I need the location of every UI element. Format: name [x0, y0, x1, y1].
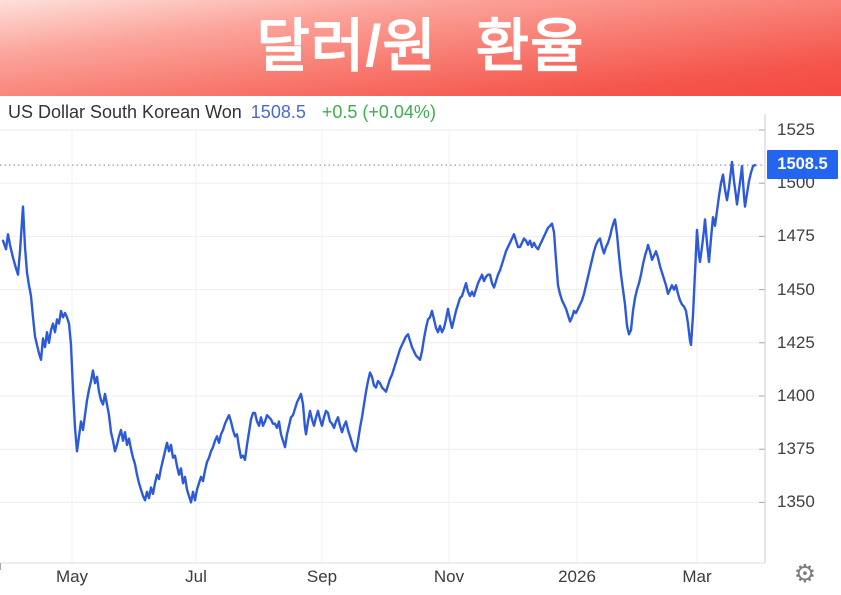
price-chart[interactable]: [0, 96, 841, 595]
y-axis-label: 1350: [777, 492, 815, 512]
y-axis-label: 1525: [777, 120, 815, 139]
y-axis-label: 1400: [777, 386, 815, 405]
x-axis-label: Sep: [306, 567, 338, 586]
x-axis-label: Nov: [433, 567, 465, 586]
chart-panel: US Dollar South Korean Won 1508.5 +0.5 (…: [0, 96, 841, 595]
x-axis-label: Jul: [185, 567, 207, 586]
price-line: [1, 160, 757, 504]
y-axis-label: 1450: [777, 279, 815, 299]
page-title: 달러/원 환율: [256, 14, 585, 79]
y-axis-label: 1475: [777, 226, 815, 246]
x-axis-label: 2026: [558, 567, 596, 586]
settings-gear-icon[interactable]: ⚙: [793, 559, 817, 588]
instrument-name: US Dollar South Korean Won: [8, 102, 242, 122]
chart-header: US Dollar South Korean Won 1508.5 +0.5 (…: [8, 102, 436, 124]
y-axis-label: 1425: [777, 332, 815, 352]
current-price-badge: 1508.5: [767, 150, 838, 180]
x-axis-label: May: [55, 567, 89, 586]
y-axis-label: 1375: [777, 439, 815, 459]
banner: 달러/원 환율: [0, 0, 841, 96]
x-axis-label: Mar: [682, 567, 712, 586]
price-change: +0.5 (+0.04%): [321, 102, 436, 122]
last-price: 1508.5: [250, 102, 306, 122]
